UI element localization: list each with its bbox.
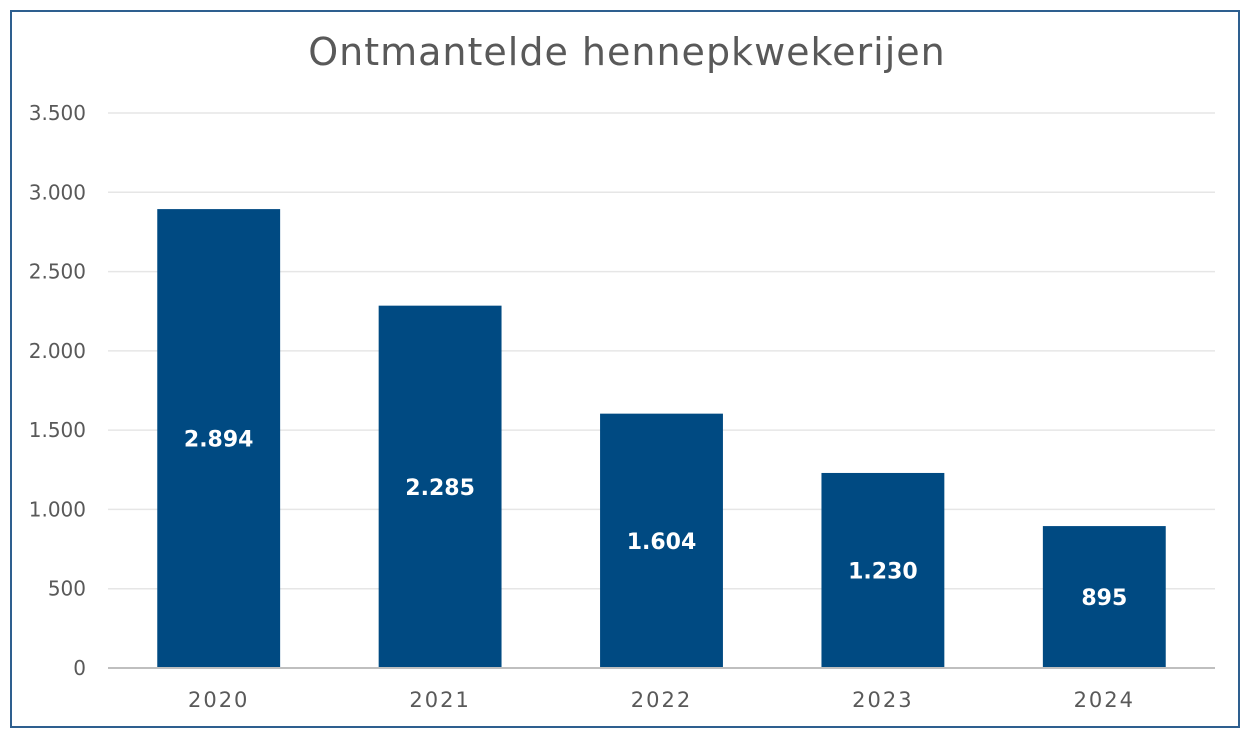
y-tick-label: 1.000 [29,497,86,521]
data-label: 2.894 [184,428,254,453]
y-tick-label: 1.500 [29,418,86,442]
data-label: 895 [1081,586,1127,611]
x-axis-ticks: 2020 2021 2022 2023 2024 [188,688,1135,712]
x-tick-label: 2020 [188,688,249,712]
x-tick-label: 2023 [852,688,913,712]
data-label: 2.285 [405,476,475,501]
bar [1042,526,1166,668]
y-tick-label: 3.000 [29,180,86,204]
y-tick-label: 2.000 [29,339,86,363]
y-tick-label: 500 [48,577,86,601]
bar [157,209,281,668]
y-tick-label: 2.500 [29,260,86,284]
bar [378,305,502,668]
x-tick-label: 2021 [409,688,470,712]
data-label: 1.230 [848,559,918,584]
y-axis-ticks: 0 500 1.000 1.500 2.000 2.500 3.000 3.500 [29,101,86,680]
bars: 2.894 2.285 1.604 1.230 895 [157,209,1166,668]
chart-title: Ontmantelde hennepkwekerijen [308,30,946,74]
y-tick-label: 0 [73,656,86,680]
bar [600,413,723,668]
y-tick-label: 3.500 [29,101,86,125]
x-tick-label: 2022 [631,688,692,712]
data-label: 1.604 [627,530,697,555]
x-tick-label: 2024 [1074,688,1135,712]
bar [821,472,945,668]
